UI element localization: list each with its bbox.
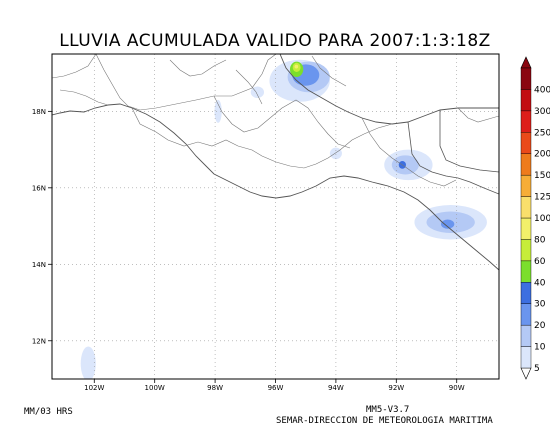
rain-cell <box>214 99 222 123</box>
lon-tick-label: 90W <box>449 384 465 392</box>
map-panel: 102W 100W 98W 96W 94W 92W 90W 12N 14N 16N 18N <box>32 53 500 392</box>
lat-tick-label: 14N <box>32 261 46 269</box>
colorbar-level-label: 30 <box>534 300 546 310</box>
lat-tick-label: 18N <box>32 108 46 116</box>
units-label: MM/03 HRS <box>24 407 73 417</box>
colorbar-swatch <box>520 196 532 219</box>
colorbar-swatch <box>520 110 532 133</box>
lon-tick-label: 102W <box>84 384 104 392</box>
colorbar-level-label: 5 <box>534 364 540 374</box>
colorbar-swatch <box>520 153 532 176</box>
colorbar-level-label: 80 <box>534 235 546 245</box>
colorbar-level-label: 125 <box>534 193 550 203</box>
colorbar-level-label: 150 <box>534 171 550 181</box>
lat-lon-grid <box>52 54 499 379</box>
latitude-tick-labels: 12N 14N 16N 18N <box>32 108 52 345</box>
map-title: LLUVIA ACUMULADA VALIDO PARA 2007:1:3:18… <box>59 31 491 51</box>
lon-tick-label: 98W <box>207 384 223 392</box>
lon-tick-label: 92W <box>388 384 404 392</box>
colorbar-level-label: 20 <box>534 321 546 331</box>
colorbar-level-label: 60 <box>534 257 546 267</box>
lon-tick-label: 94W <box>328 384 344 392</box>
colorbar-level-label: 250 <box>534 128 550 138</box>
colorbar-level-label: 300 <box>534 107 550 117</box>
colorbar-legend: 5 10 20 30 40 60 80 100 125 150 200 250 300 400 <box>520 56 550 380</box>
agency-label: SEMAR-DIRECCION DE METEOROLOGIA MARITIMA <box>276 416 493 425</box>
colorbar-swatch <box>520 132 532 154</box>
colorbar-swatch <box>520 346 532 369</box>
lat-tick-label: 12N <box>32 337 46 345</box>
longitude-tick-labels: 102W 100W 98W 96W 94W 92W 90W <box>84 379 465 392</box>
colorbar-swatch <box>520 174 532 197</box>
rainfall-field <box>80 59 487 379</box>
colorbar-swatch <box>520 239 532 262</box>
lon-tick-label: 100W <box>145 384 165 392</box>
rain-cell <box>294 64 299 69</box>
colorbar-swatch <box>520 324 532 347</box>
coastline-and-borders <box>52 54 499 271</box>
rain-cell <box>80 346 96 379</box>
colorbar-swatch <box>520 282 532 304</box>
model-label: MM5-V3.7 <box>366 405 409 415</box>
colorbar-swatch <box>520 260 532 283</box>
rain-cell <box>329 147 342 160</box>
colorbar-level-label: 400 <box>534 85 550 95</box>
colorbar-swatch <box>520 217 532 240</box>
colorbar-level-label: 100 <box>534 214 550 224</box>
colorbar-level-label: 10 <box>534 343 546 353</box>
lon-tick-label: 96W <box>268 384 284 392</box>
colorbar-swatch <box>520 89 532 112</box>
colorbar-swatch <box>520 67 532 90</box>
colorbar-level-label: 200 <box>534 150 550 160</box>
colorbar-swatch <box>520 303 532 326</box>
lat-tick-label: 16N <box>32 184 46 192</box>
rain-cell <box>441 219 455 229</box>
colorbar-level-label: 40 <box>534 278 546 288</box>
